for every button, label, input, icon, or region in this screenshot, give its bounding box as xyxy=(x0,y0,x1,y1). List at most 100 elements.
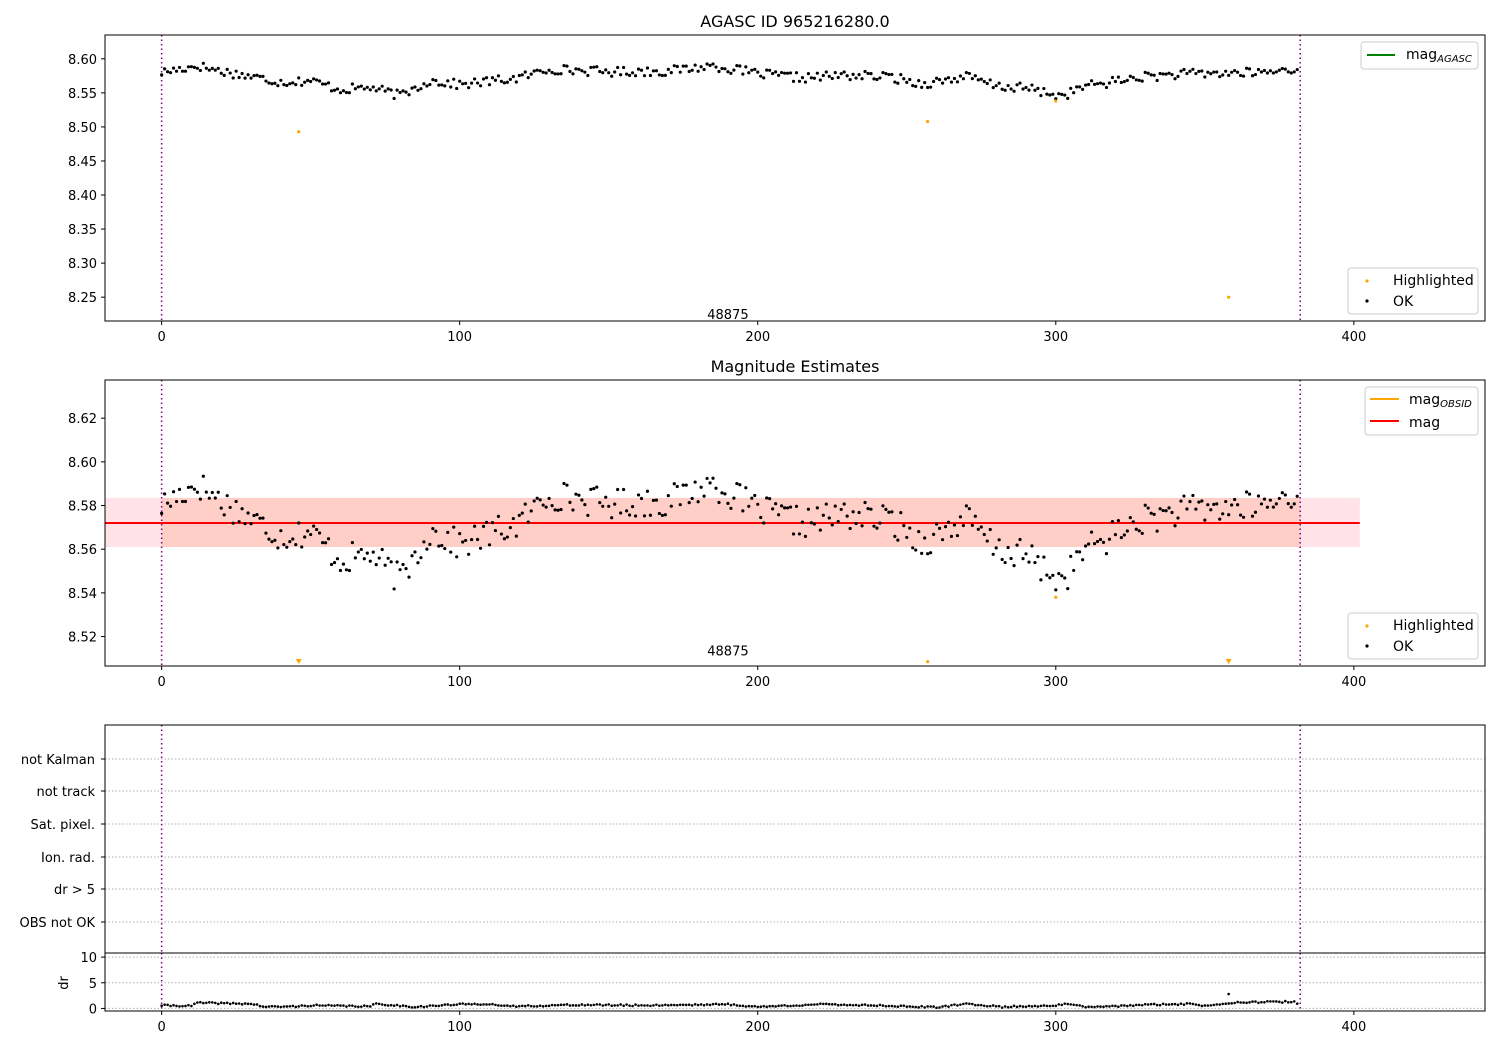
ok-point xyxy=(604,495,608,499)
ok-point xyxy=(1143,503,1147,507)
dr-point xyxy=(1218,1003,1222,1006)
ok-point xyxy=(312,524,316,528)
ok-point xyxy=(1176,74,1180,78)
ok-point xyxy=(1247,492,1252,496)
ok-point xyxy=(1253,510,1258,514)
ok-point xyxy=(163,492,167,496)
flag-row-label: not track xyxy=(36,785,95,800)
ok-point xyxy=(687,501,691,505)
dr-point xyxy=(753,1004,757,1008)
ok-point xyxy=(276,84,280,88)
dr-point xyxy=(1054,1004,1058,1008)
dr-point xyxy=(622,1004,625,1008)
dr-point xyxy=(288,1004,292,1008)
dr-point xyxy=(962,1002,965,1006)
out-of-range-marker xyxy=(295,659,302,664)
ok-point xyxy=(374,563,378,567)
ok-point xyxy=(487,83,492,87)
ok-point xyxy=(738,483,742,487)
ok-point xyxy=(723,492,727,496)
dr-point xyxy=(163,1003,166,1006)
dr-plot-layer xyxy=(105,953,1485,1011)
ok-point xyxy=(860,524,864,528)
ok-point xyxy=(368,88,372,92)
ok-point xyxy=(624,509,629,513)
ok-point xyxy=(535,496,539,500)
ok-point xyxy=(890,72,894,77)
agasc-y-ticks: 8.25 8.30 8.35 8.40 8.45 8.50 8.55 8.60 xyxy=(68,53,105,306)
dr-point xyxy=(455,1003,459,1006)
flag-row-label: OBS not OK xyxy=(20,916,96,931)
ok-point xyxy=(979,77,983,81)
dr-point xyxy=(231,1001,235,1005)
ok-point xyxy=(1092,542,1097,546)
ok-point xyxy=(490,520,495,525)
ok-point xyxy=(946,520,951,524)
dr-point xyxy=(196,1001,199,1004)
legend-highlighted-label: Highlighted xyxy=(1393,618,1474,634)
ok-point xyxy=(395,560,399,564)
ok-point xyxy=(309,79,313,84)
ok-point xyxy=(991,552,995,556)
dr-point xyxy=(580,1003,584,1006)
ok-point xyxy=(523,70,527,74)
dr-point xyxy=(1263,1000,1266,1004)
dr-point xyxy=(979,1003,983,1007)
ok-point xyxy=(1230,70,1234,74)
ok-point xyxy=(771,507,775,511)
ok-point xyxy=(1253,72,1258,77)
ok-point xyxy=(198,497,202,501)
ok-point xyxy=(774,70,778,74)
ok-point xyxy=(425,84,429,88)
x-tick-label: 400 xyxy=(1341,675,1366,690)
x-tick-label: 400 xyxy=(1341,330,1366,345)
legend-highlighted-marker xyxy=(1365,624,1369,628)
ok-point xyxy=(791,532,796,536)
ok-point xyxy=(282,542,286,547)
ok-point xyxy=(893,80,897,84)
dr-point xyxy=(977,1003,980,1007)
dr-point xyxy=(354,1005,357,1008)
dr-point xyxy=(717,1003,721,1006)
ok-point xyxy=(1069,554,1073,558)
dr-point xyxy=(345,1005,348,1008)
ok-point xyxy=(651,498,656,502)
ok-point xyxy=(929,551,933,555)
ok-point xyxy=(228,71,232,75)
dr-point xyxy=(827,1002,831,1006)
ok-point xyxy=(1048,576,1052,580)
ok-point xyxy=(285,545,289,549)
ok-point xyxy=(389,88,393,92)
dr-point xyxy=(586,1003,590,1007)
ok-point xyxy=(309,532,313,537)
dr-point xyxy=(351,1004,354,1007)
dr-point xyxy=(365,1004,369,1008)
ok-point xyxy=(887,72,891,77)
ok-point xyxy=(225,67,229,71)
dr-point xyxy=(1036,1005,1040,1008)
dr-point xyxy=(735,1004,739,1007)
ok-point xyxy=(1051,92,1055,96)
dr-point xyxy=(443,1003,447,1006)
ok-point xyxy=(714,486,718,490)
dr-point xyxy=(756,1005,760,1009)
dr-point xyxy=(237,1002,241,1005)
ok-point xyxy=(1098,537,1103,542)
dr-point xyxy=(446,1003,450,1006)
ok-point xyxy=(994,84,998,88)
ok-point xyxy=(1051,573,1055,577)
dr-point xyxy=(324,1004,327,1007)
ok-point xyxy=(604,68,608,72)
dr-point xyxy=(249,1002,253,1006)
ok-point xyxy=(806,507,811,511)
ok-point xyxy=(756,502,760,506)
dr-point xyxy=(571,1004,575,1007)
ok-point xyxy=(827,74,831,78)
ok-point xyxy=(1116,75,1120,79)
dr-point xyxy=(851,1003,855,1007)
dr-point xyxy=(705,1003,709,1006)
magnitude-axes-frame xyxy=(104,379,1486,667)
ok-point xyxy=(675,484,679,489)
dr-point xyxy=(321,1004,324,1007)
ok-point xyxy=(1140,79,1144,83)
